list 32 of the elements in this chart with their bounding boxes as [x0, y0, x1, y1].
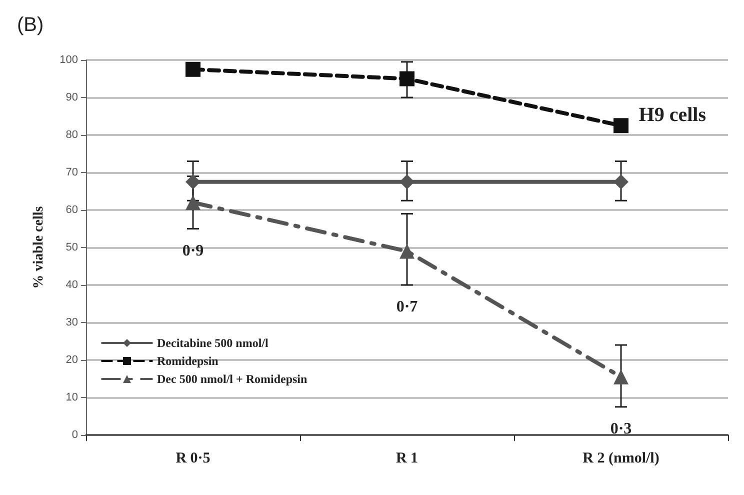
point [400, 71, 414, 86]
y-tick-label: 40 [66, 279, 78, 291]
y-tick-label: 30 [66, 316, 78, 328]
point [614, 118, 628, 134]
y-tick-label: 20 [66, 354, 78, 366]
legend-label: Romidepsin [157, 354, 219, 368]
point [186, 195, 200, 210]
y-tick-label: 70 [66, 166, 78, 178]
annotation: H9 cells [638, 104, 706, 126]
y-tick-label: 100 [60, 54, 78, 66]
annotation: 0·3 [610, 420, 632, 438]
point [186, 174, 200, 190]
y-tick-label: 0 [72, 429, 78, 441]
y-tick-label: 80 [66, 129, 78, 141]
point [400, 174, 414, 190]
y-tick-label: 60 [66, 204, 78, 216]
legend-label: Decitabine 500 nmol/l [157, 336, 269, 350]
y-tick-label: 50 [66, 242, 78, 254]
y-tick-label: 90 [66, 92, 78, 104]
x-tick-label: R 0·5 [176, 450, 210, 466]
y-axis-title: % viable cells [32, 206, 46, 289]
x-tick-label: R 2 (nmol/l) [582, 450, 660, 466]
point [400, 244, 414, 259]
annotation: 0·7 [396, 298, 418, 316]
point [614, 174, 628, 190]
x-tick-label: R 1 [396, 450, 418, 466]
y-tick-label: 10 [66, 392, 78, 404]
chart-title: (B) [17, 14, 44, 36]
point [614, 369, 628, 384]
point [186, 62, 200, 77]
annotation: 0·9 [182, 242, 204, 260]
legend-label: Dec 500 nmol/l + Romidepsin [157, 372, 308, 386]
